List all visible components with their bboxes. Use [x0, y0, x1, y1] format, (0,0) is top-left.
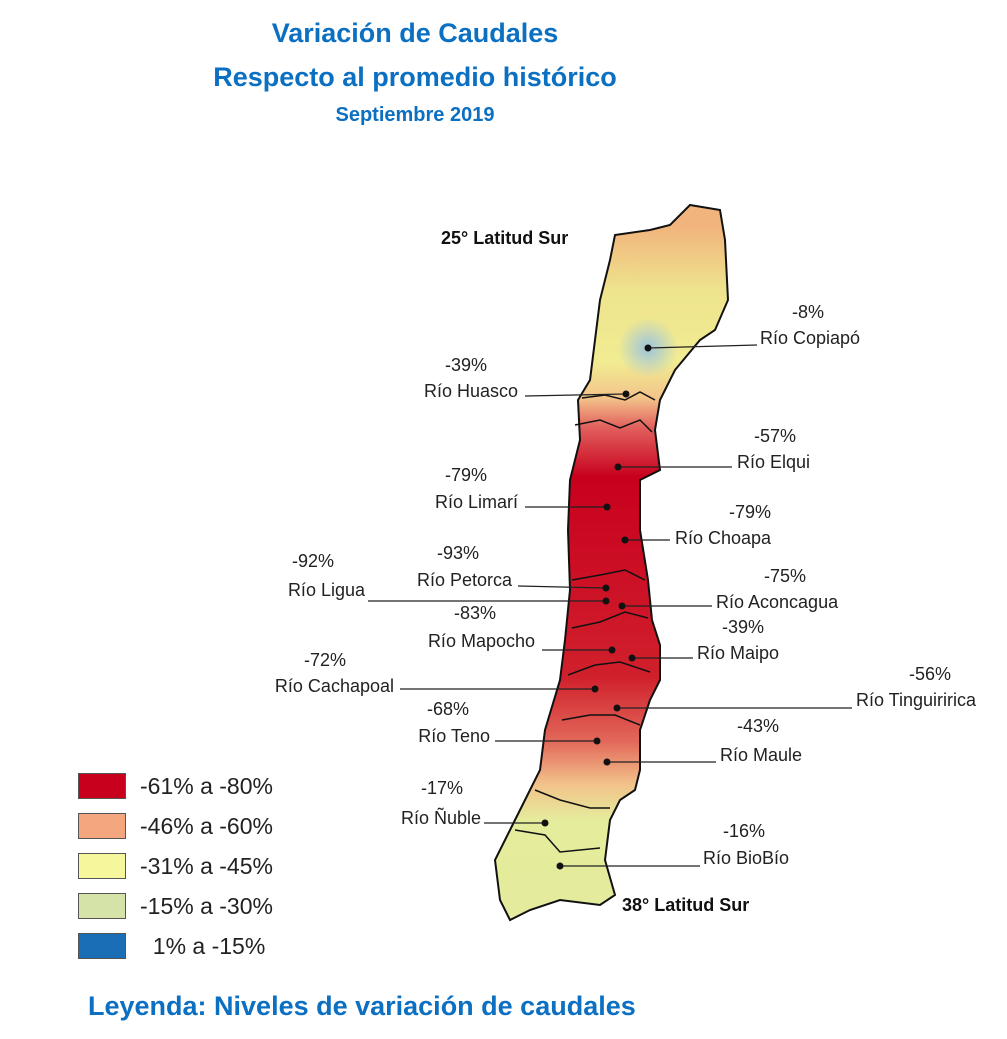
legend-label: 1% a -15%: [140, 932, 266, 959]
river-value: -56%: [908, 664, 952, 684]
river-value: -79%: [444, 465, 488, 485]
river-value: -43%: [736, 716, 780, 736]
river-name: Río Mapocho: [427, 631, 535, 651]
river-name: Río Maule: [720, 745, 803, 765]
river-value: -39%: [444, 355, 488, 375]
legend-label: -61% a -80%: [140, 772, 273, 799]
river-name: Río Teno: [418, 726, 490, 746]
river-name: Río Petorca: [416, 570, 512, 590]
river-name: Río Aconcagua: [716, 592, 839, 612]
legend-label: -31% a -45%: [140, 852, 273, 879]
river-value: -68%: [426, 699, 470, 719]
river-station-dot: [608, 646, 616, 654]
leader-line: [524, 393, 627, 397]
map-date: Septiembre 2019: [335, 104, 495, 126]
river-name: Río Elqui: [737, 452, 811, 472]
river-station-dot: [614, 463, 622, 471]
river-value: -17%: [420, 778, 464, 798]
river-station-dot: [556, 862, 564, 870]
legend-swatch: [78, 933, 126, 959]
river-name: Río Huasco: [423, 381, 518, 401]
north-latitude-label: 25° Latitud Sur: [441, 228, 569, 248]
river-value: -8%: [791, 302, 825, 322]
legend-swatch: [78, 773, 126, 799]
leader-line: [517, 585, 607, 589]
river-station-dot: [593, 737, 601, 745]
river-value: -72%: [303, 650, 347, 670]
river-name: Río Limarí: [434, 492, 518, 512]
river-value: -16%: [722, 821, 766, 841]
leader-line: [647, 344, 758, 349]
legend-swatch: [78, 813, 126, 839]
river-station-dot: [603, 503, 611, 511]
river-value: -39%: [721, 617, 765, 637]
legend-label: -46% a -60%: [140, 812, 273, 839]
legend-swatch: [78, 893, 126, 919]
river-name: Río Ligua: [287, 580, 365, 600]
legend-item: 1% a -15%: [78, 926, 273, 966]
river-value: -83%: [453, 603, 497, 623]
river-value: -79%: [728, 502, 772, 522]
river-name: Río BioBío: [703, 848, 790, 868]
legend-item: -15% a -30%: [78, 886, 273, 926]
river-station-dot: [628, 654, 636, 662]
river-value: -93%: [436, 543, 480, 563]
river-name: Río Tinguiririca: [856, 690, 977, 710]
legend-item: -46% a -60%: [78, 806, 273, 846]
river-station-dot: [603, 758, 611, 766]
map-title: Variación de Caudales: [271, 18, 559, 48]
river-name: Río Choapa: [675, 528, 772, 548]
river-station-dot: [621, 536, 629, 544]
river-station-dot: [591, 685, 599, 693]
river-station-dot: [644, 344, 652, 352]
legend-swatch: [78, 853, 126, 879]
river-name: Río Maipo: [697, 643, 780, 663]
legend-caption: Leyenda: Niveles de variación de caudale…: [88, 991, 636, 1021]
river-station-dot: [541, 819, 549, 827]
legend-label: -15% a -30%: [140, 892, 273, 919]
river-station-dot: [602, 597, 610, 605]
river-station-dot: [602, 584, 610, 592]
river-value: -75%: [763, 566, 807, 586]
legend: -61% a -80% -46% a -60% -31% a -45% -15% a …: [78, 766, 273, 966]
river-station-dot: [622, 390, 630, 398]
legend-item: -61% a -80%: [78, 766, 273, 806]
legend-item: -31% a -45%: [78, 846, 273, 886]
river-station-dot: [613, 704, 621, 712]
river-name: Río Cachapoal: [274, 676, 394, 696]
river-name: Río Copiapó: [760, 328, 861, 348]
river-station-dot: [618, 602, 626, 610]
country-outline: [493, 203, 730, 922]
river-name: Río Ñuble: [400, 808, 481, 828]
river-value: -92%: [291, 551, 335, 571]
south-latitude-label: 38° Latitud Sur: [622, 895, 750, 915]
river-value: -57%: [753, 426, 797, 446]
map-subtitle: Respecto al promedio histórico: [213, 62, 617, 92]
region-borders: [514, 391, 656, 853]
